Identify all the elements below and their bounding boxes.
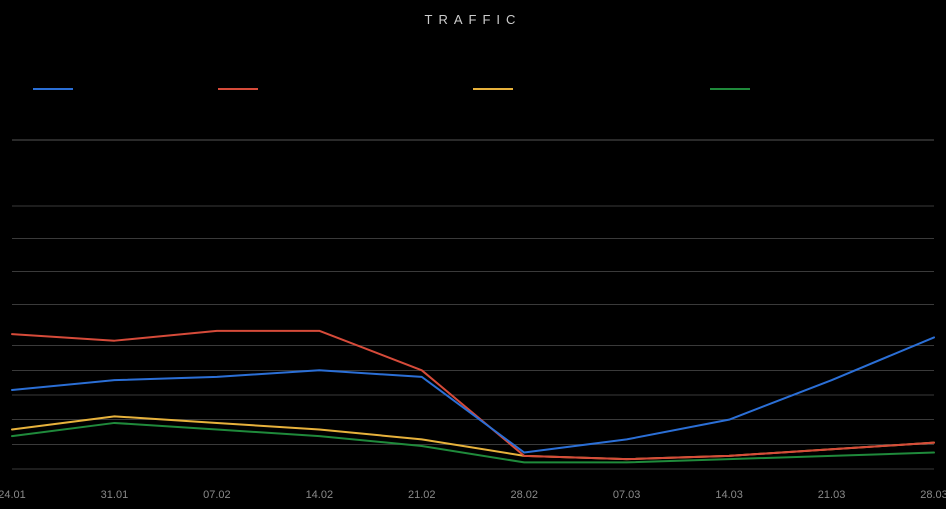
chart-title: TRAFFIC bbox=[0, 12, 946, 27]
legend-swatch-series-yellow bbox=[473, 88, 513, 90]
legend-swatch-series-green bbox=[710, 88, 750, 90]
plot-svg bbox=[12, 140, 934, 469]
x-tick-label: 31.01 bbox=[101, 489, 129, 501]
legend bbox=[0, 88, 946, 108]
x-tick-label: 28.03 bbox=[920, 489, 946, 501]
x-tick-label: 07.03 bbox=[613, 489, 641, 501]
x-tick-label: 21.02 bbox=[408, 489, 436, 501]
legend-swatch-series-blue bbox=[33, 88, 73, 90]
chart-container: TRAFFIC 24.01 31.01 07.02 14.02 21.02 28.02 07… bbox=[0, 0, 946, 509]
x-tick-label: 21.03 bbox=[818, 489, 846, 501]
x-tick-label: 28.02 bbox=[510, 489, 538, 501]
x-tick-label: 24.01 bbox=[0, 489, 26, 501]
legend-swatch-series-red bbox=[218, 88, 258, 90]
x-tick-label: 07.02 bbox=[203, 489, 231, 501]
x-tick-label: 14.03 bbox=[715, 489, 743, 501]
line-series-green bbox=[12, 423, 934, 462]
x-tick-label: 14.02 bbox=[306, 489, 334, 501]
line-series-yellow bbox=[12, 416, 934, 459]
x-axis: 24.0131.0107.0214.0221.0228.0207.0314.03… bbox=[12, 479, 934, 509]
plot-area bbox=[12, 140, 934, 469]
